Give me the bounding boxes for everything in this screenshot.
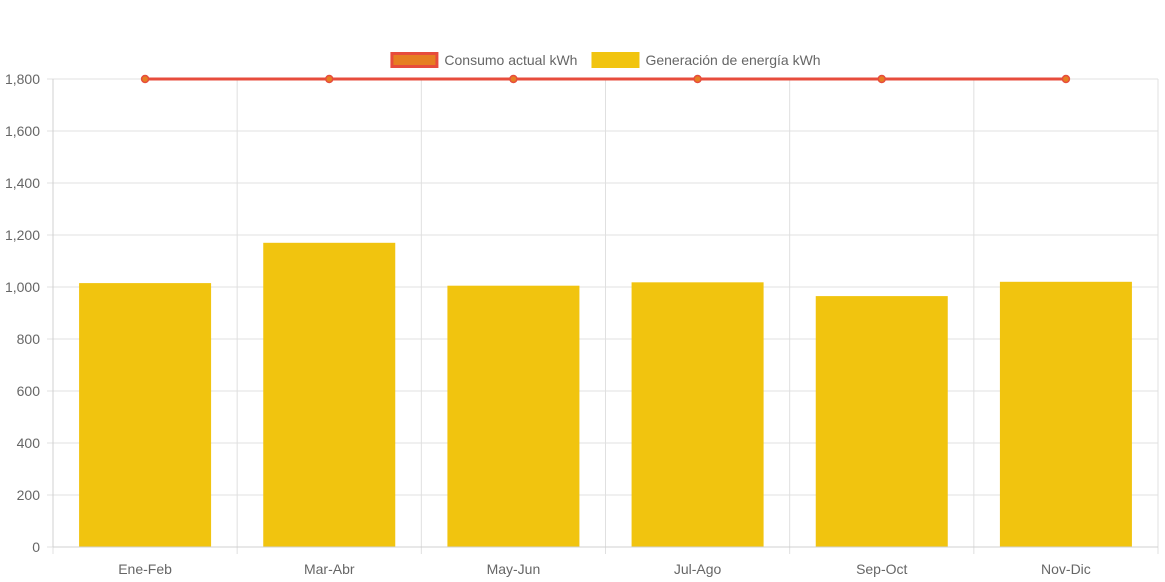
y-tick-label: 1,200 (5, 227, 40, 243)
x-tick-label: Jul-Ago (674, 561, 722, 577)
bar-nov-dic[interactable] (999, 281, 1132, 547)
y-tick-label: 1,400 (5, 175, 40, 191)
y-tick-label: 200 (17, 487, 41, 503)
y-tick-label: 1,600 (5, 123, 40, 139)
x-tick-label: Ene-Feb (118, 561, 172, 577)
y-tick-label: 1,000 (5, 279, 40, 295)
bar-sep-oct[interactable] (815, 296, 948, 547)
line-point[interactable] (1061, 74, 1071, 84)
y-tick-label: 0 (32, 539, 40, 555)
legend-swatch-consumo[interactable] (390, 52, 439, 68)
legend-swatch-generacion[interactable] (591, 52, 640, 68)
x-tick-label: Mar-Abr (304, 561, 355, 577)
y-tick-label: 800 (17, 331, 41, 347)
bar-jul-ago[interactable] (631, 282, 764, 547)
line-point[interactable] (877, 74, 886, 84)
bar-ene-feb[interactable] (79, 283, 212, 547)
bar-mar-abr[interactable] (263, 242, 396, 548)
legend-label[interactable]: Consumo actual kWh (444, 52, 577, 68)
line-point[interactable] (325, 74, 334, 84)
x-tick-label: Nov-Dic (1041, 561, 1091, 577)
legend-label[interactable]: Generación de energía kWh (645, 52, 820, 68)
line-point[interactable] (509, 74, 518, 84)
line-point[interactable] (140, 74, 150, 84)
y-tick-label: 600 (17, 383, 41, 399)
bar-may-jun[interactable] (447, 285, 580, 547)
y-tick-label: 400 (17, 435, 41, 451)
y-tick-label: 1,800 (5, 71, 40, 87)
line-point[interactable] (693, 74, 702, 84)
x-tick-label: May-Jun (487, 561, 541, 577)
x-tick-label: Sep-Oct (856, 561, 907, 577)
